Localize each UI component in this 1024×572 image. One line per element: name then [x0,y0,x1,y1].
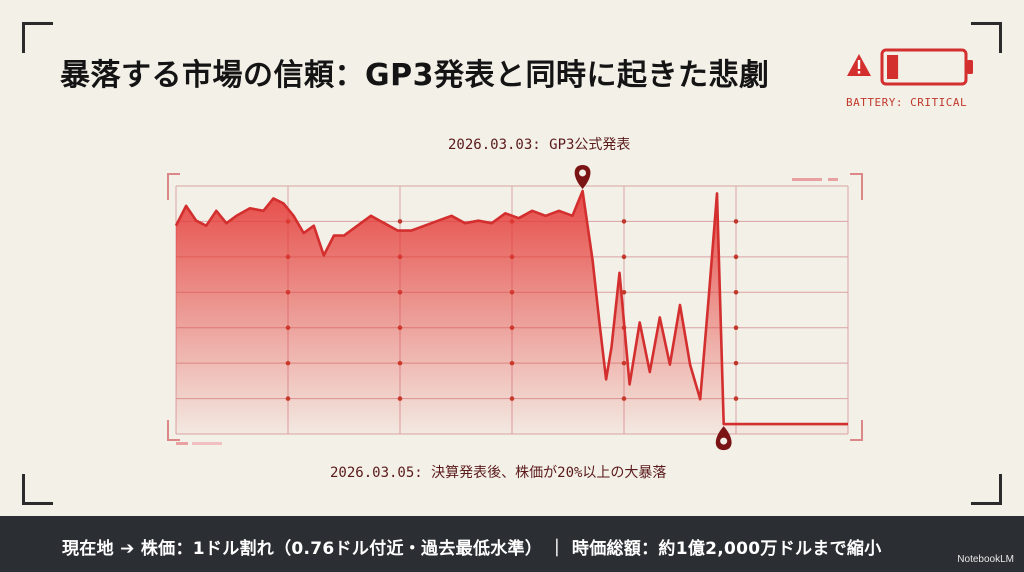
grid-node-dot [733,289,739,295]
grid-node-dot [733,325,739,331]
grid-node-dot [621,289,627,295]
plot-frame-top-left [167,173,180,200]
annotation-announcement: 2026.03.03: GP3公式発表 [448,137,631,153]
plot-frame-bottom-right [850,420,863,441]
battery-icon [880,48,973,86]
corner-bracket-bottom-right [971,474,1002,505]
stock-price-chart [167,164,863,451]
grid-node-dot [733,396,739,401]
grid-node-dot [621,219,627,224]
grid-node-dot [621,254,627,260]
battery-status [842,46,982,116]
grid-node-dot [733,360,739,366]
map-pin-icon [574,164,591,189]
battery-status-label: BATTERY: CRITICAL [846,96,968,109]
page-title: 暴落する市場の信頼：GP3発表と同時に起きた悲劇 [60,58,770,93]
grid-node-dot [397,219,403,224]
frame-dash-mark [792,178,822,181]
frame-dash-mark [192,442,222,445]
footer-status-text: 現在地 ➔ 株価：1ドル割れ（0.76ドル付近・過去最低水準） ｜ 時価総額：約… [62,539,882,559]
annotation-crash: 2026.03.05: 決算発表後、株価が20%以上の大暴落 [330,465,667,481]
grid-node-dot [733,254,739,260]
series-area-fill [176,191,848,434]
corner-bracket-bottom-left [22,474,53,505]
series-line [174,189,848,426]
plot-frame-top-right [850,173,863,200]
grid-node-dot [733,219,739,224]
plot-frame-bottom-left [167,420,180,441]
corner-bracket-top-right [971,22,1002,53]
frame-dash-mark [176,442,188,445]
footer-bar: 現在地 ➔ 株価：1ドル割れ（0.76ドル付近・過去最低水準） ｜ 時価総額：約… [0,516,1024,572]
brand-watermark: NotebookLM [957,554,1014,565]
warning-icon [847,54,871,76]
map-pin-icon [715,426,732,451]
corner-bracket-top-left [22,22,53,53]
frame-dash-mark [828,178,838,181]
